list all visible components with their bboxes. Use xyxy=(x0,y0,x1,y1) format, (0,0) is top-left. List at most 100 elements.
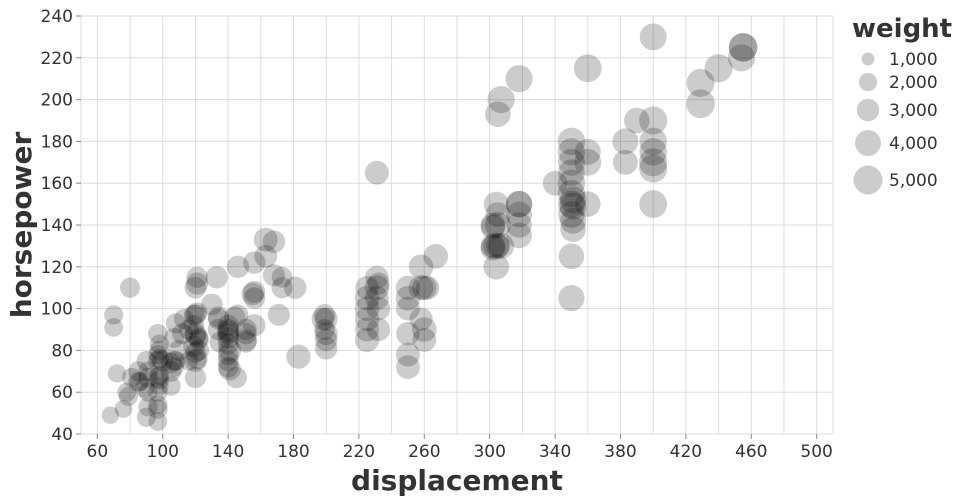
data-point xyxy=(243,280,266,303)
data-point xyxy=(188,339,210,361)
data-point xyxy=(355,317,380,342)
data-point xyxy=(367,272,390,295)
data-point xyxy=(639,154,668,183)
data-point xyxy=(574,138,601,165)
data-point xyxy=(639,127,667,156)
data-point xyxy=(395,355,420,380)
data-point xyxy=(148,412,168,431)
legend-items: 1,000 2,000 3,000 4,000 5,000 xyxy=(853,50,938,195)
data-point xyxy=(118,386,139,406)
data-point xyxy=(505,190,533,218)
data-point xyxy=(480,233,506,259)
data-point xyxy=(488,232,515,259)
data-point xyxy=(130,372,150,392)
data-point xyxy=(558,243,585,270)
data-point xyxy=(286,344,311,369)
x-tick-label: 220 xyxy=(343,442,375,462)
legend-symbol xyxy=(861,52,875,66)
data-point xyxy=(313,304,336,326)
data-point xyxy=(423,244,449,269)
data-point xyxy=(147,367,168,388)
y-tick-label: 40 xyxy=(51,425,73,445)
y-tick-label: 220 xyxy=(41,49,73,69)
data-point xyxy=(188,328,209,348)
data-point xyxy=(217,350,239,372)
data-point xyxy=(128,371,149,392)
y-tick-label: 160 xyxy=(41,174,73,194)
data-point xyxy=(165,351,186,371)
data-point xyxy=(218,338,242,362)
data-point xyxy=(728,33,758,62)
data-point xyxy=(149,334,170,354)
x-tick-label: 460 xyxy=(735,442,767,462)
data-point xyxy=(117,382,137,402)
data-point xyxy=(271,266,293,288)
data-point xyxy=(639,190,668,219)
legend-label: 2,000 xyxy=(889,73,938,93)
data-point xyxy=(686,89,715,119)
data-point xyxy=(209,331,231,353)
x-tick-label: 140 xyxy=(212,442,244,462)
data-point xyxy=(366,317,391,342)
data-point xyxy=(485,101,511,128)
data-point xyxy=(364,286,389,311)
data-point xyxy=(560,216,586,242)
legend-label: 1,000 xyxy=(889,50,938,70)
data-point xyxy=(311,307,335,331)
data-point xyxy=(217,318,239,341)
data-point xyxy=(409,307,433,331)
data-point xyxy=(480,212,506,238)
y-axis-ticks: 40 60 80 100 120 140 160 180 200 220 240 xyxy=(41,7,81,445)
legend-symbol xyxy=(858,72,878,92)
data-point xyxy=(487,85,515,114)
data-point xyxy=(364,275,390,301)
data-point xyxy=(148,382,168,402)
data-point xyxy=(184,324,207,347)
data-point xyxy=(168,339,190,361)
data-point xyxy=(164,357,185,377)
data-point xyxy=(205,266,228,289)
y-tick-label: 80 xyxy=(51,341,73,361)
x-tick-label: 60 xyxy=(87,442,109,462)
data-point xyxy=(104,318,124,337)
data-point xyxy=(542,170,568,196)
data-point xyxy=(480,235,506,261)
data-point xyxy=(395,285,421,311)
legend-label: 5,000 xyxy=(889,171,938,191)
y-tick-label: 240 xyxy=(41,7,73,27)
data-point xyxy=(148,344,168,365)
data-point xyxy=(639,106,668,135)
data-point xyxy=(354,327,380,353)
data-point xyxy=(138,361,158,382)
data-point xyxy=(558,159,585,187)
data-point xyxy=(217,327,239,349)
x-tick-label: 100 xyxy=(147,442,179,462)
data-point xyxy=(235,331,257,353)
data-point xyxy=(173,309,195,330)
data-point xyxy=(506,212,532,238)
x-axis-ticks: 60 100 140 180 220 260 300 340 380 420 460 500 xyxy=(87,434,833,462)
data-point xyxy=(408,275,434,301)
data-point xyxy=(184,349,207,372)
data-point xyxy=(639,148,668,177)
data-point xyxy=(704,54,733,83)
data-point xyxy=(412,317,437,342)
data-point xyxy=(183,315,205,336)
data-point xyxy=(148,395,168,415)
data-point xyxy=(186,272,209,295)
data-point xyxy=(138,397,158,417)
data-point xyxy=(184,342,206,363)
data-point xyxy=(186,302,208,324)
data-point xyxy=(235,323,257,345)
data-point xyxy=(558,285,585,312)
data-point xyxy=(243,251,266,274)
data-point xyxy=(128,361,149,382)
data-point xyxy=(271,277,293,299)
data-point xyxy=(560,207,587,234)
data-point xyxy=(559,192,587,220)
data-point xyxy=(226,255,250,279)
data-point xyxy=(224,306,246,328)
data-point xyxy=(354,306,380,332)
data-point xyxy=(557,190,585,218)
